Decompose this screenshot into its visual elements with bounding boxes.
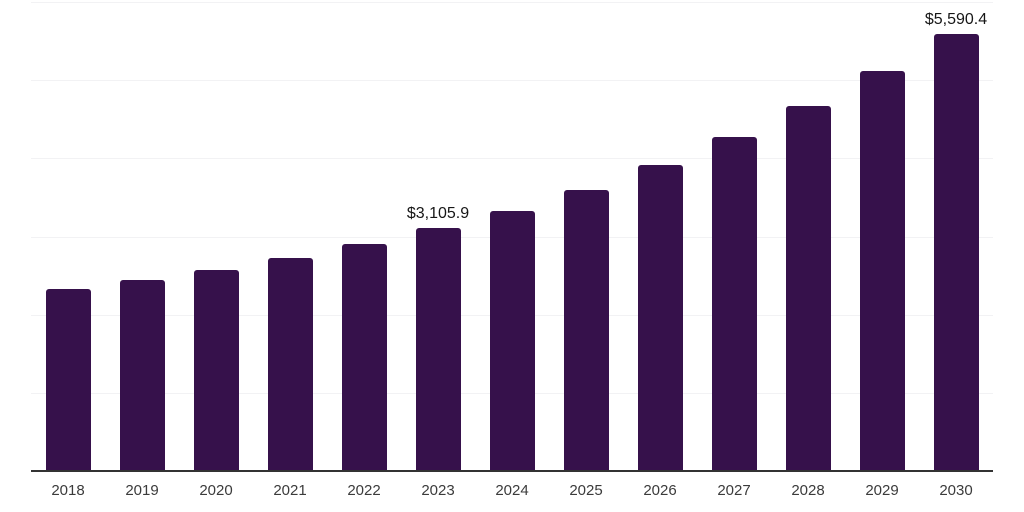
bar-2027: [711, 137, 757, 471]
bar-2022: [341, 244, 387, 471]
x-tick-label-2029: 2029: [865, 482, 899, 499]
bar-2021: [267, 258, 313, 471]
bar-slot-2018: [31, 2, 105, 471]
x-tick-label-2024: 2024: [495, 482, 529, 499]
plot-area: $3,105.9 $5,590.4: [31, 2, 993, 471]
bar-slot-2024: [475, 2, 549, 471]
bar-slot-2027: [697, 2, 771, 471]
x-tick-label-2028: 2028: [791, 482, 825, 499]
x-tick-label-2020: 2020: [199, 482, 233, 499]
x-tick-label-2027: 2027: [717, 482, 751, 499]
bar-2024: [489, 210, 535, 471]
x-tick-label-2021: 2021: [273, 482, 307, 499]
bar-slot-2019: [105, 2, 179, 471]
bar-slot-2020: [179, 2, 253, 471]
bar-slot-2029: [845, 2, 919, 471]
bar-slot-2026: [623, 2, 697, 471]
bar-slot-2021: [253, 2, 327, 471]
bar-2025: [563, 189, 609, 471]
bar-slot-2022: [327, 2, 401, 471]
x-axis: 2018 2019 2020 2021 2022 2023 2024 2025 2026 2027…: [31, 483, 993, 503]
bar-2023: [415, 228, 461, 471]
bar-2030: [933, 34, 979, 471]
x-tick-label-2019: 2019: [125, 482, 159, 499]
bar-2018: [45, 288, 91, 471]
bar-value-label-2030: $5,590.4: [924, 11, 988, 29]
gridline-4000: [31, 158, 993, 160]
x-tick-label-2030: 2030: [939, 482, 973, 499]
bar-slot-2030: $5,590.4: [919, 2, 993, 471]
bar-value-label-2023: $3,105.9: [406, 205, 470, 223]
bar-slot-2028: [771, 2, 845, 471]
gridline-5000: [31, 80, 993, 82]
bar-slot-2023: $3,105.9: [401, 2, 475, 471]
x-tick-label-2023: 2023: [421, 482, 455, 499]
x-tick-label-2026: 2026: [643, 482, 677, 499]
bar-2020: [193, 269, 239, 471]
x-tick-label-2018: 2018: [51, 482, 85, 499]
bar-2019: [119, 279, 165, 471]
bar-slot-2025: [549, 2, 623, 471]
x-axis-line: [31, 470, 993, 472]
bar-2029: [859, 71, 905, 471]
bar-2026: [637, 165, 683, 471]
x-tick-label-2025: 2025: [569, 482, 603, 499]
x-tick-label-2022: 2022: [347, 482, 381, 499]
bar-2028: [785, 106, 831, 471]
gridline-6000: [31, 2, 993, 3]
